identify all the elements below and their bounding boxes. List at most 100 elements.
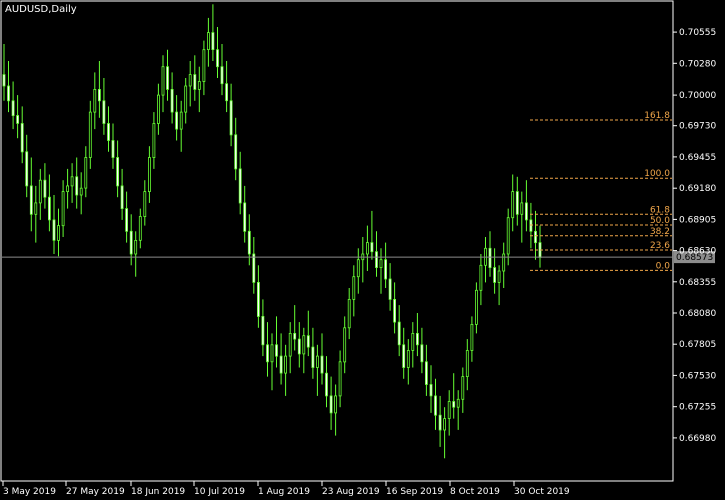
candle-body	[234, 134, 238, 170]
candle	[166, 49, 169, 101]
candle-body	[329, 395, 333, 414]
candle-body	[111, 140, 115, 158]
candle-body	[43, 179, 47, 198]
candle-body	[388, 278, 392, 300]
candle	[175, 95, 179, 141]
candle-body	[284, 355, 288, 374]
candle	[329, 376, 333, 430]
candle	[406, 339, 410, 385]
y-tick-label: 0.70280	[679, 59, 716, 69]
candle-body	[38, 179, 42, 204]
candle-body	[256, 281, 260, 317]
candle-body	[302, 335, 306, 355]
candle	[338, 350, 342, 408]
x-tick-label: 8 Oct 2019	[450, 487, 500, 497]
candle-body	[311, 346, 315, 368]
candle	[479, 254, 483, 306]
candle-body	[129, 230, 133, 255]
candle	[57, 208, 60, 257]
candle-body	[406, 350, 410, 368]
candle-body	[88, 111, 92, 158]
candle	[48, 174, 51, 232]
candle-body	[225, 83, 229, 102]
candle	[506, 208, 510, 266]
candle	[93, 72, 97, 130]
candle-body	[270, 344, 274, 363]
candle-body	[175, 111, 179, 130]
candle	[256, 265, 260, 328]
candle	[107, 106, 110, 152]
candle-body	[152, 123, 156, 158]
candle-body	[66, 185, 69, 192]
candle-body	[347, 298, 351, 329]
candle-body	[120, 185, 124, 209]
candle	[61, 180, 65, 237]
candle-body	[143, 191, 147, 218]
candle	[238, 151, 242, 215]
y-tick-label: 0.69730	[679, 122, 716, 132]
candle	[206, 17, 210, 67]
candle	[465, 339, 469, 391]
y-tick-label: 0.68630	[679, 247, 716, 257]
candle	[306, 310, 310, 357]
candle	[188, 61, 192, 107]
candle-body	[29, 185, 33, 215]
candle	[470, 316, 474, 362]
candle-body	[261, 315, 265, 346]
candle	[529, 202, 533, 249]
candle	[443, 407, 447, 459]
candle-body	[34, 202, 38, 215]
fib-level-label: 61.8	[650, 205, 670, 215]
y-tick-label: 0.70000	[679, 91, 716, 101]
candle	[447, 390, 451, 436]
candle	[352, 265, 356, 317]
candle-body	[188, 74, 192, 87]
candle	[461, 367, 465, 413]
fib-level: 38.2	[530, 227, 672, 237]
candle-body	[461, 376, 465, 400]
candle-body	[525, 202, 528, 221]
candle-body	[343, 327, 347, 363]
candle	[434, 378, 437, 430]
candle	[88, 100, 92, 169]
fib-level-label: 0.0	[656, 261, 671, 271]
candle-body	[370, 242, 374, 253]
candle	[502, 242, 506, 288]
candle-body	[320, 355, 324, 374]
candle	[497, 265, 501, 306]
candle	[420, 327, 424, 374]
fib-level: 61.8	[530, 205, 672, 215]
candle	[29, 157, 33, 232]
candle	[488, 231, 492, 277]
candle-body	[506, 217, 510, 255]
candle-body	[57, 225, 60, 241]
candle	[456, 390, 460, 430]
candle	[79, 172, 83, 215]
fib-level: 23.6	[530, 241, 672, 251]
candle-body	[334, 395, 338, 414]
y-tick-label: 0.70555	[679, 28, 716, 38]
fib-level-label: 38.2	[650, 227, 670, 237]
candle-body	[520, 202, 524, 215]
fib-level: 50.0	[530, 216, 672, 226]
candle	[311, 327, 315, 379]
fib-level: 0.0	[530, 261, 672, 271]
candle-body	[84, 157, 88, 189]
candle	[20, 106, 24, 164]
x-tick-label: 16 Sep 2019	[386, 487, 443, 497]
candle-body	[179, 111, 183, 130]
candle-body	[379, 259, 383, 269]
candle	[525, 180, 528, 232]
candle	[279, 333, 283, 385]
candle-body	[443, 418, 447, 431]
candle-body	[252, 253, 256, 283]
candle-body	[384, 259, 388, 280]
x-tick-label: 10 Jul 2019	[194, 487, 245, 497]
candle	[320, 333, 324, 385]
candle	[243, 185, 247, 243]
candle	[2, 44, 6, 101]
chart-title: AUDUSD,Daily	[5, 4, 77, 15]
candle-body	[315, 355, 319, 368]
candle	[365, 225, 369, 271]
